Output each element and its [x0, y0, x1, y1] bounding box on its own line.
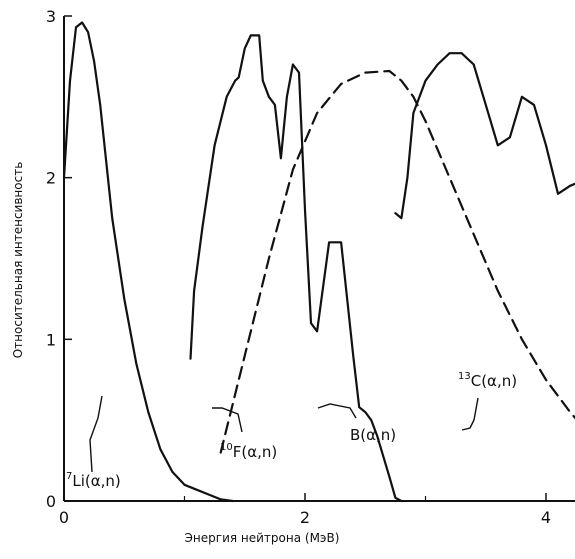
annotation-leader-f: [212, 407, 243, 433]
series-line-2: [219, 69, 575, 454]
annotation-label-f: 10F(α,n): [220, 442, 277, 461]
series-line-0: [62, 21, 234, 503]
annotation-leader-b: [317, 403, 357, 419]
series-line-1: [189, 34, 403, 503]
y-axis-title: Относительная интенсивность: [11, 162, 25, 359]
x-tick-label: 2: [300, 508, 310, 527]
ticks: 024680123: [46, 7, 551, 527]
x-tick-label: 4: [541, 508, 551, 527]
x-tick-label: 0: [59, 508, 69, 527]
annotations: 7Li(α,n) 10F(α,n) B(α,n) 13C(α,n): [66, 371, 517, 490]
x-axis-title: Энергия нейтрона (МэВ): [185, 531, 340, 545]
y-tick-label: 2: [46, 169, 56, 188]
y-tick-label: 0: [46, 492, 56, 511]
annotation-label-b: B(α,n): [350, 426, 396, 444]
annotation-label-li: 7Li(α,n): [66, 471, 121, 490]
annotation-label-c: 13C(α,n): [458, 371, 517, 390]
series-line-3: [394, 52, 575, 220]
series-lines: [62, 21, 575, 503]
axes: [63, 16, 575, 502]
y-tick-label: 1: [46, 330, 56, 349]
y-tick-label: 3: [46, 7, 56, 26]
annotation-leader-li: [89, 395, 103, 473]
annotation-leader-c: [461, 397, 479, 431]
